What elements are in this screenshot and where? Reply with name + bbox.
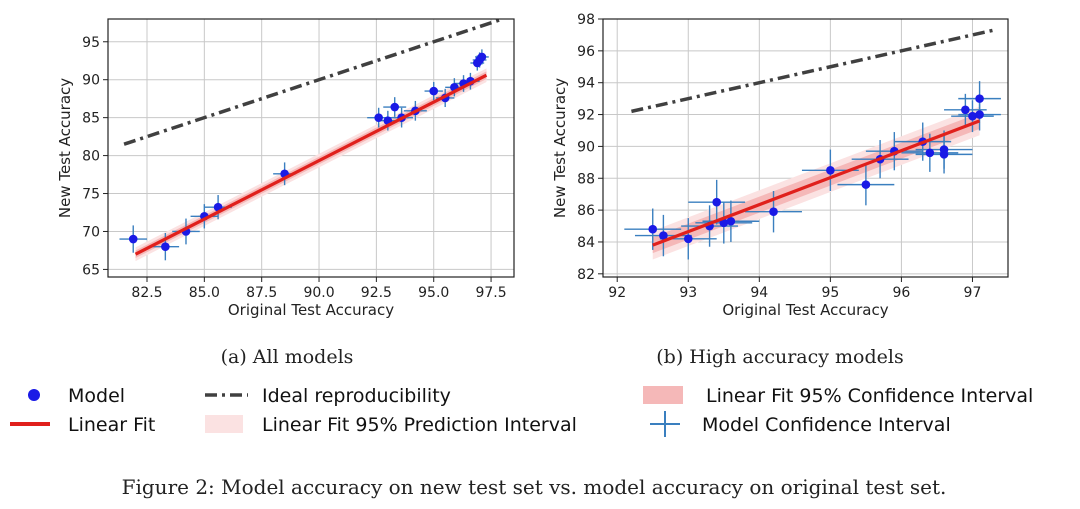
y-tick-label: 95 — [82, 35, 100, 51]
y-tick-label: 88 — [577, 171, 595, 187]
x-tick-label: 96 — [893, 285, 911, 301]
model-point — [712, 197, 721, 207]
x-tick-label: 97.5 — [475, 285, 506, 301]
x-tick-label: 82.5 — [131, 285, 162, 301]
plot-frame — [107, 18, 515, 278]
y-tick-label: 90 — [82, 73, 100, 89]
plot-frame — [602, 18, 1009, 278]
ideal-reproducibility-line — [123, 17, 504, 146]
model-point — [429, 86, 439, 96]
x-tick-label: 93 — [679, 285, 697, 301]
model-point — [659, 231, 668, 240]
y-tick-label: 98 — [577, 12, 595, 28]
legend-ideal: Ideal reproducibility — [205, 385, 451, 407]
model-point — [477, 52, 487, 62]
x-tick-label: 85.0 — [189, 285, 220, 301]
x-tick-label: 92.5 — [361, 285, 392, 301]
x-tick-label: 95.0 — [418, 285, 449, 301]
y-tick-label: 90 — [577, 139, 595, 155]
x-tick-label: 92 — [608, 285, 626, 301]
y-tick-label: 94 — [577, 76, 595, 92]
model-point — [961, 105, 970, 115]
y-tick-label: 75 — [82, 187, 100, 203]
y-tick-label: 65 — [82, 262, 100, 278]
legend-linear-fit: Linear Fit — [10, 414, 155, 436]
model-point — [648, 224, 658, 234]
legend-prediction-swatch — [205, 415, 243, 433]
model-point — [683, 234, 693, 244]
model-point — [939, 150, 949, 159]
legend-model-ci: Model Confidence Interval — [650, 411, 951, 437]
y-tick-label: 92 — [577, 108, 595, 124]
y-tick-label: 84 — [577, 235, 595, 251]
y-tick-label: 96 — [577, 44, 595, 60]
x-tick-label: 95 — [821, 285, 839, 301]
x-tick-label: 94 — [750, 285, 768, 301]
legend: Model Linear Fit Ideal reproducibility L… — [10, 385, 1033, 437]
chart-all-models: 82.5 85.0 87.5 90.0 92.5 95.0 97.5 65 70 75 80 85 90… — [56, 17, 515, 319]
linear-fit-line — [652, 119, 981, 247]
y-tick-label: 86 — [577, 203, 595, 219]
legend-ideal-label: Ideal reproducibility — [262, 385, 451, 407]
chart-high-accuracy-models: 92 93 94 95 96 97 82 84 86 88 90 92 94 96 98 Original T… — [551, 12, 1009, 319]
model-point — [968, 111, 977, 121]
x-axis-label: Original Test Accuracy — [228, 301, 394, 319]
y-tick-label: 80 — [82, 149, 100, 165]
legend-fit-label: Linear Fit — [68, 414, 155, 436]
model-point — [719, 218, 729, 228]
legend-confidence-interval: Linear Fit 95% Confidence Interval — [643, 385, 1033, 407]
model-point — [826, 165, 835, 175]
legend-model-label: Model — [68, 385, 125, 407]
subtitle-a: (a) All models — [221, 346, 354, 368]
y-tick-label: 85 — [82, 111, 100, 127]
legend-model: Model — [28, 385, 125, 407]
linear-fit-line — [134, 73, 488, 256]
ideal-reproducibility-line — [631, 28, 995, 114]
legend-model-marker — [28, 389, 40, 401]
y-axis-label: New Test Accuracy — [56, 78, 74, 218]
legend-prediction-label: Linear Fit 95% Prediction Interval — [262, 414, 577, 436]
model-point — [128, 234, 138, 244]
model-point — [390, 102, 400, 112]
model-point — [374, 113, 383, 122]
x-axis-label: Original Test Accuracy — [722, 301, 888, 319]
model-point — [726, 216, 736, 226]
y-tick-label: 70 — [82, 224, 100, 240]
x-tick-label: 90.0 — [303, 285, 334, 301]
subtitle-b: (b) High accuracy models — [656, 346, 903, 368]
model-point — [975, 94, 984, 103]
x-tick-label: 97 — [964, 285, 982, 301]
legend-prediction-interval: Linear Fit 95% Prediction Interval — [205, 414, 577, 436]
model-point — [925, 148, 935, 158]
y-tick-label: 82 — [577, 267, 595, 283]
model-point — [975, 110, 984, 119]
model-point — [161, 242, 170, 251]
model-point — [861, 180, 871, 189]
figure-caption: Figure 2: Model accuracy on new test set… — [122, 475, 947, 499]
x-tick-label: 87.5 — [246, 285, 277, 301]
model-point — [769, 207, 778, 217]
legend-model-ci-label: Model Confidence Interval — [702, 414, 951, 436]
legend-confidence-swatch — [643, 386, 683, 404]
y-axis-label: New Test Accuracy — [551, 78, 569, 218]
legend-confidence-label: Linear Fit 95% Confidence Interval — [706, 385, 1033, 407]
